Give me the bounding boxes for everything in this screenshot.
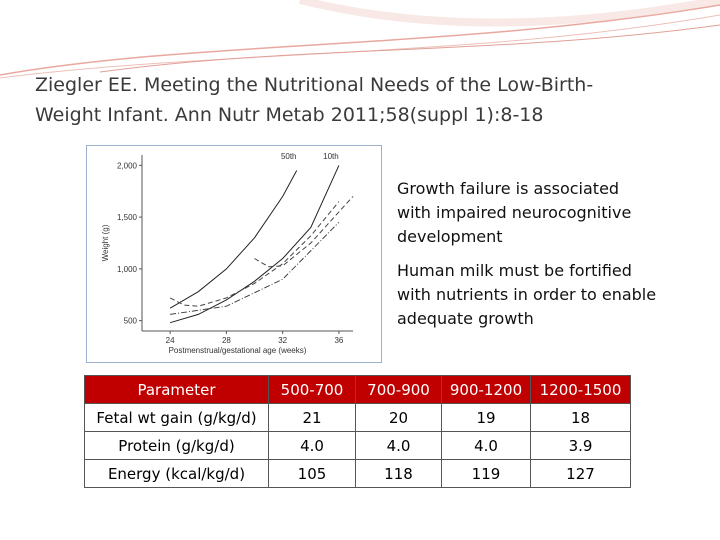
- cell: 20: [355, 403, 442, 432]
- line-series: [254, 196, 354, 268]
- y-tick-label: 2,000: [117, 161, 138, 170]
- y-axis-label: Weight (g): [101, 224, 110, 261]
- title-line: Ziegler EE. Meeting the Nutritional Need…: [35, 74, 594, 96]
- title-line: Weight Infant. Ann Nutr Metab 2011;58(su…: [35, 104, 544, 126]
- line-series: [169, 165, 340, 324]
- x-tick-label: 24: [166, 336, 175, 345]
- table: Parameter 500-700 700-900 900-1200 1200-1500…: [84, 375, 631, 488]
- cell: 4.0: [441, 431, 531, 460]
- header-cell: Parameter: [84, 375, 269, 404]
- header-cell: 700-900: [355, 375, 442, 404]
- header-cell: 900-1200: [441, 375, 531, 404]
- cell: 19: [441, 403, 531, 432]
- cell: 4.0: [268, 431, 356, 460]
- bullet: Growth failure is associated with impair…: [397, 179, 632, 246]
- title: Ziegler EE. Meeting the Nutritional Need…: [35, 70, 593, 130]
- x-tick-label: 32: [278, 336, 287, 345]
- cell: 3.9: [530, 431, 631, 460]
- row: Protein (g/kg/d) 4.0 4.0 4.0 3.9: [84, 431, 631, 460]
- cell: 21: [268, 403, 356, 432]
- line-series: [169, 201, 340, 307]
- header-cell: 500-700: [268, 375, 356, 404]
- header-cell: 1200-1500: [530, 375, 631, 404]
- x-tick-label: 28: [222, 336, 231, 345]
- cell: Protein (g/kg/d): [84, 431, 269, 460]
- x-axis-label: Postmenstrual/gestational age (weeks): [169, 346, 307, 355]
- y-tick-label: 1,500: [117, 213, 138, 222]
- y-tick-label: 1,000: [117, 265, 138, 274]
- cell: 4.0: [355, 431, 442, 460]
- cell: Energy (kcal/kg/d): [84, 459, 269, 488]
- cell: 118: [355, 459, 442, 488]
- cell: 119: [441, 459, 531, 488]
- chart-frame: [86, 145, 382, 363]
- series-label: 50th: [281, 152, 297, 161]
- decoration: [0, 0, 720, 79]
- line-series: [169, 170, 298, 309]
- row: Fetal wt gain (g/kg/d) 21 20 19 18: [84, 403, 631, 432]
- growth-chart: 2,000 1,500 1,000 500 24 28 32 36 Weight (g) Post…: [86, 145, 382, 363]
- bullet: Human milk must be fortified with nutrie…: [397, 261, 657, 328]
- row: Energy (kcal/kg/d) 105 118 119 127: [84, 459, 631, 488]
- y-tick-label: 500: [124, 317, 138, 326]
- cell: 105: [268, 459, 356, 488]
- cell: Fetal wt gain (g/kg/d): [84, 403, 269, 432]
- series-label: 10th: [323, 152, 339, 161]
- cell: 18: [530, 403, 631, 432]
- x-tick-label: 36: [334, 336, 343, 345]
- cell: 127: [530, 459, 631, 488]
- line-series: [170, 221, 340, 315]
